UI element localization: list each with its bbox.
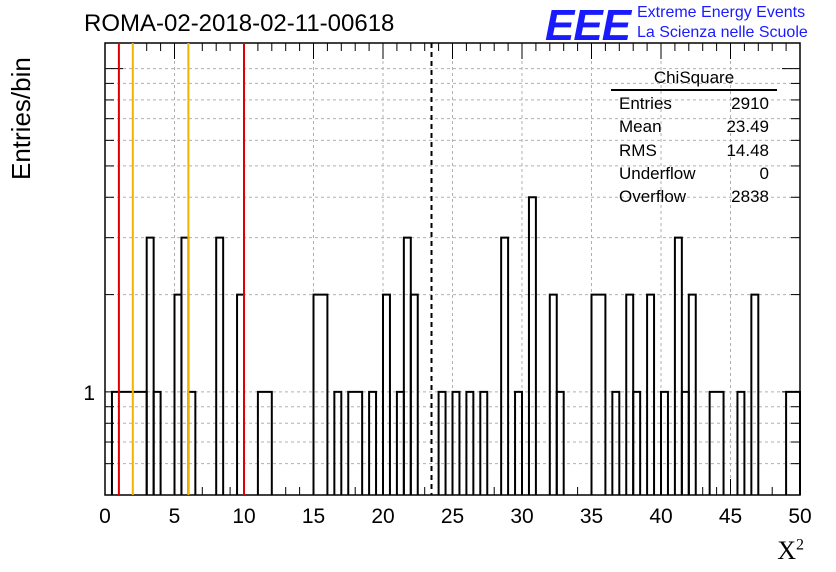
histogram-bin xyxy=(514,390,523,495)
histogram-bin xyxy=(110,390,148,495)
histogram-bin xyxy=(660,390,669,495)
histogram-bin xyxy=(180,236,190,495)
logo-line-2: La Scienza nelle Scuole xyxy=(637,24,808,41)
histogram-bin xyxy=(333,390,343,495)
histogram-bin xyxy=(687,293,697,495)
x-tick-label: 50 xyxy=(788,505,811,528)
histogram-bin xyxy=(555,390,565,495)
histogram-bin xyxy=(368,390,378,495)
stats-row-rms: RMS 14.48 xyxy=(619,140,769,160)
histogram-bin xyxy=(152,390,162,495)
histogram-bin xyxy=(145,236,155,495)
histogram-bin xyxy=(548,293,558,495)
logo-line-1: Extreme Energy Events xyxy=(637,4,806,21)
histogram-bin xyxy=(347,390,364,495)
histogram-bin xyxy=(451,390,461,495)
histogram-bin xyxy=(736,390,746,495)
chart-title: ROMA-02-2018-02-11-00618 xyxy=(84,10,395,37)
y-tick-label: 1 xyxy=(83,382,95,405)
histogram-bin xyxy=(673,236,683,495)
histogram-bin xyxy=(625,293,635,495)
stats-box: ChiSquare Entries 2910 Mean 23.49 RMS 14.48… xyxy=(611,68,777,208)
histogram-bin xyxy=(382,293,391,495)
histogram-bin xyxy=(632,390,642,495)
histogram-bin xyxy=(680,390,690,495)
x-tick-label: 35 xyxy=(580,505,603,528)
histogram-bin xyxy=(527,196,537,495)
histogram-bin xyxy=(500,236,510,495)
histogram-bin xyxy=(479,390,489,495)
x-tick-label: 45 xyxy=(719,505,742,528)
stats-row-mean: Mean 23.49 xyxy=(619,117,769,137)
histogram-bin xyxy=(750,293,760,495)
stats-row-entries: Entries 2910 xyxy=(619,94,769,113)
histogram-bin xyxy=(395,390,405,495)
histogram-bin xyxy=(611,390,621,495)
histogram-bin xyxy=(256,390,273,495)
stats-title: ChiSquare xyxy=(611,68,777,91)
x-tick-label: 20 xyxy=(371,505,394,528)
histogram-bin xyxy=(785,390,801,495)
histogram-bin xyxy=(215,236,225,495)
x-tick-label: 5 xyxy=(169,505,181,528)
histogram-bin xyxy=(590,293,607,495)
histogram-bin xyxy=(646,293,656,495)
x-tick-label: 15 xyxy=(302,505,325,528)
y-axis-label: Entries/bin xyxy=(6,57,36,180)
x-tick-label: 40 xyxy=(649,505,672,528)
eee-logo: EEE xyxy=(545,1,631,50)
x-tick-label: 0 xyxy=(99,505,111,528)
histogram-bin xyxy=(409,293,419,495)
x-tick-label: 10 xyxy=(232,505,255,528)
stats-row-underflow: Underflow 0 xyxy=(619,163,769,183)
histogram-bin xyxy=(708,390,725,495)
histogram-bin xyxy=(465,390,475,495)
histogram-bin xyxy=(312,293,329,495)
histogram-bin xyxy=(187,390,197,495)
stats-row-overflow: Overflow 2838 xyxy=(619,187,769,207)
histogram-bin xyxy=(173,293,183,495)
x-tick-label: 30 xyxy=(510,505,533,528)
x-axis-label: X2 xyxy=(777,536,804,565)
x-tick-label: 25 xyxy=(441,505,464,528)
histogram-bin xyxy=(402,236,412,495)
histogram-bin xyxy=(236,293,245,495)
histogram-bin xyxy=(437,390,447,495)
